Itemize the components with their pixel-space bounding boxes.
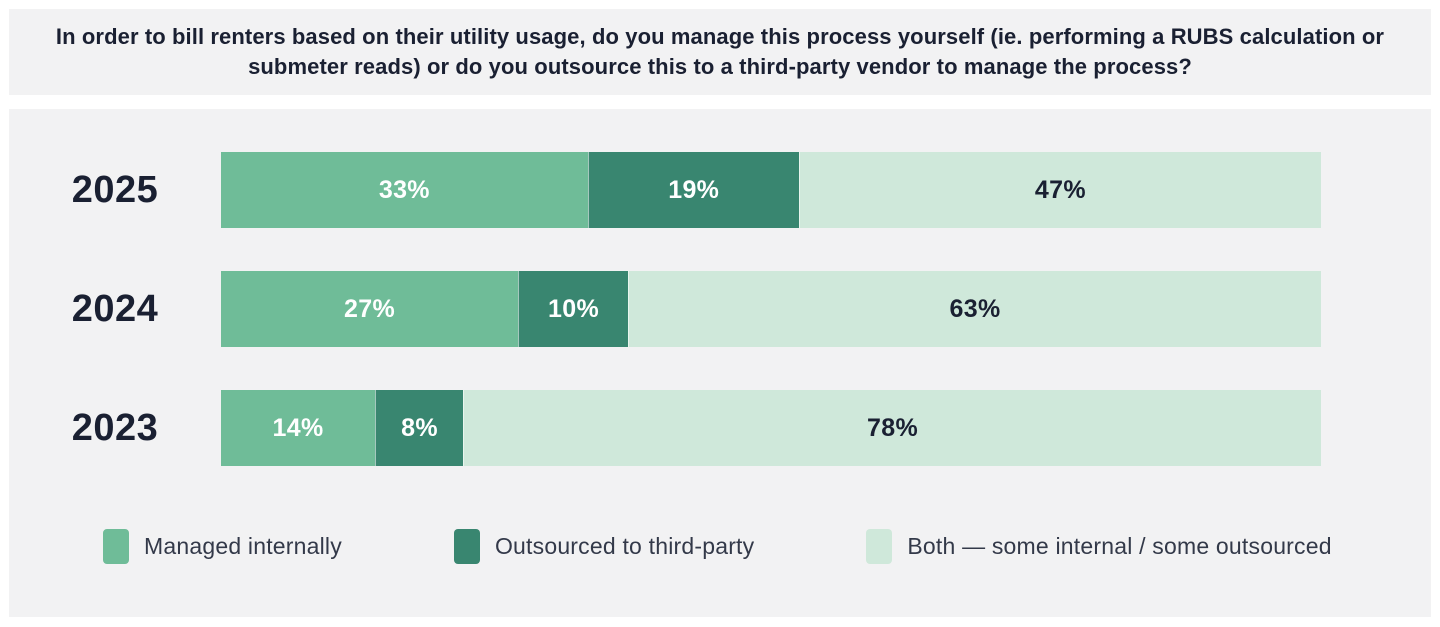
legend-swatch-both [866, 529, 893, 564]
bar-segment-2025-managed: 33% [221, 152, 588, 228]
question-title-band: In order to bill renters based on their … [9, 9, 1431, 95]
chart-row-2025: 2025 33% 19% 47% [9, 152, 1431, 228]
bar-track-2025: 33% 19% 47% [221, 152, 1321, 228]
bar-segment-2024-outsourced: 10% [518, 271, 628, 347]
legend-label-managed-internally: Managed internally [144, 533, 342, 559]
legend: Managed internally Outsourced to third-p… [9, 529, 1431, 564]
bar-value-label: 78% [867, 413, 918, 442]
bar-value-label: 19% [668, 175, 720, 204]
bar-track-2024: 27% 10% 63% [221, 271, 1321, 347]
bar-value-label: 47% [1034, 175, 1086, 204]
bar-segment-2024-both: 63% [628, 271, 1321, 347]
legend-swatch-managed-internally [103, 529, 129, 564]
bar-segment-2024-managed: 27% [221, 271, 518, 347]
bar-segment-2023-both: 78% [463, 390, 1321, 466]
bar-value-label: 14% [272, 413, 324, 442]
year-label-2023: 2023 [71, 406, 159, 449]
bar-segment-2025-outsourced: 19% [587, 152, 799, 228]
legend-label-both: Both — some internal / some outsourced [907, 533, 1332, 559]
chart-row-2024: 2024 27% 10% 63% [9, 271, 1431, 347]
bar-segment-2023-outsourced: 8% [375, 390, 463, 466]
legend-item-both: Both — some internal / some outsourced [866, 529, 1332, 564]
legend-item-managed-internally: Managed internally [103, 529, 342, 564]
chart-row-2023: 2023 14% 8% 78% [9, 390, 1431, 466]
bar-track-2023: 14% 8% 78% [221, 390, 1321, 466]
chart-area: 2025 33% 19% 47% 2024 27% 10% 63% 2023 14% 8% 78% M… [9, 109, 1431, 617]
legend-item-outsourced-third-party: Outsourced to third-party [453, 529, 755, 564]
bar-value-label: 8% [401, 413, 438, 442]
bar-value-label: 63% [949, 294, 1001, 323]
bar-value-label: 10% [548, 294, 599, 323]
year-label-2024: 2024 [71, 287, 159, 330]
year-label-2025: 2025 [71, 168, 159, 211]
bar-segment-2023-managed: 14% [221, 390, 375, 466]
bar-value-label: 27% [344, 294, 395, 323]
question-title: In order to bill renters based on their … [55, 24, 1385, 79]
bar-segment-2025-both: 47% [798, 152, 1321, 228]
legend-swatch-outsourced-third-party [453, 529, 480, 564]
chart-rows: 2025 33% 19% 47% 2024 27% 10% 63% 2023 14% 8% 78% [9, 152, 1431, 466]
bar-value-label: 33% [378, 175, 430, 204]
legend-label-outsourced-third-party: Outsourced to third-party [494, 533, 755, 559]
